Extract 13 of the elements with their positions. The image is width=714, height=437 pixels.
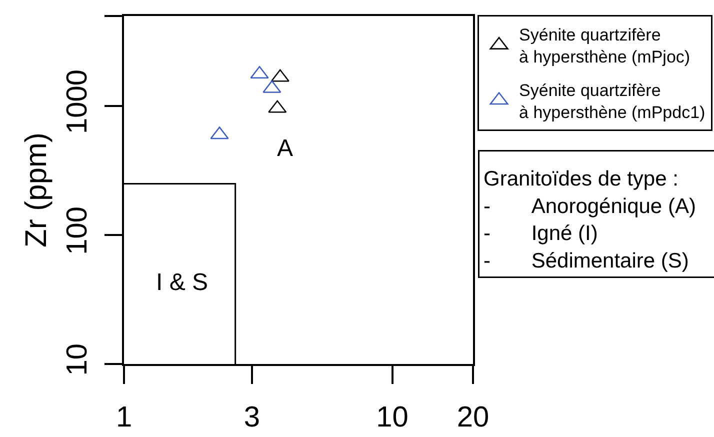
x-tick-label: 10	[376, 402, 408, 434]
annotation: I & S	[156, 269, 208, 296]
x-tick-label: 3	[244, 402, 260, 434]
text: Granitoïdes de type : - Anorogénique (A) - Igné (I) - Sédimentaire (S)	[484, 168, 696, 272]
annotation: A	[277, 135, 294, 162]
legend-label: Syénite quartzifère à hypersthène (mPjoc)	[519, 26, 690, 67]
y-tick-label: 1000	[62, 70, 94, 134]
x-tick-label: 1	[116, 402, 132, 434]
y-tick-label: 100	[62, 206, 94, 255]
y-tick-label: 10	[62, 344, 94, 376]
x-tick-label: 20	[456, 402, 490, 434]
y-axis-title: Zr (ppm)	[20, 132, 54, 248]
legend-label: Syénite quartzifère à hypersthène (mPpdc1)	[519, 80, 706, 122]
